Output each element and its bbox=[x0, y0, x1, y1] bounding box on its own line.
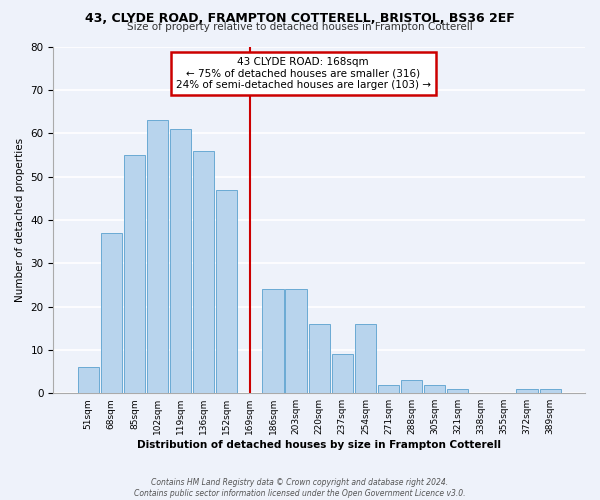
Bar bbox=[424, 384, 445, 393]
Bar bbox=[216, 190, 238, 393]
Bar bbox=[170, 129, 191, 393]
Bar bbox=[539, 389, 561, 393]
Bar bbox=[401, 380, 422, 393]
Bar bbox=[262, 289, 284, 393]
Text: 43, CLYDE ROAD, FRAMPTON COTTERELL, BRISTOL, BS36 2EF: 43, CLYDE ROAD, FRAMPTON COTTERELL, BRIS… bbox=[85, 12, 515, 26]
Bar bbox=[193, 150, 214, 393]
Text: Contains HM Land Registry data © Crown copyright and database right 2024.
Contai: Contains HM Land Registry data © Crown c… bbox=[134, 478, 466, 498]
Bar bbox=[308, 324, 330, 393]
Bar bbox=[147, 120, 168, 393]
Text: Size of property relative to detached houses in Frampton Cotterell: Size of property relative to detached ho… bbox=[127, 22, 473, 32]
Text: 43 CLYDE ROAD: 168sqm
← 75% of detached houses are smaller (316)
24% of semi-det: 43 CLYDE ROAD: 168sqm ← 75% of detached … bbox=[176, 57, 431, 90]
Y-axis label: Number of detached properties: Number of detached properties bbox=[15, 138, 25, 302]
X-axis label: Distribution of detached houses by size in Frampton Cotterell: Distribution of detached houses by size … bbox=[137, 440, 501, 450]
Bar bbox=[332, 354, 353, 393]
Bar bbox=[517, 389, 538, 393]
Bar bbox=[101, 233, 122, 393]
Bar bbox=[77, 367, 99, 393]
Bar bbox=[378, 384, 399, 393]
Bar bbox=[286, 289, 307, 393]
Bar bbox=[124, 155, 145, 393]
Bar bbox=[355, 324, 376, 393]
Bar bbox=[447, 389, 469, 393]
